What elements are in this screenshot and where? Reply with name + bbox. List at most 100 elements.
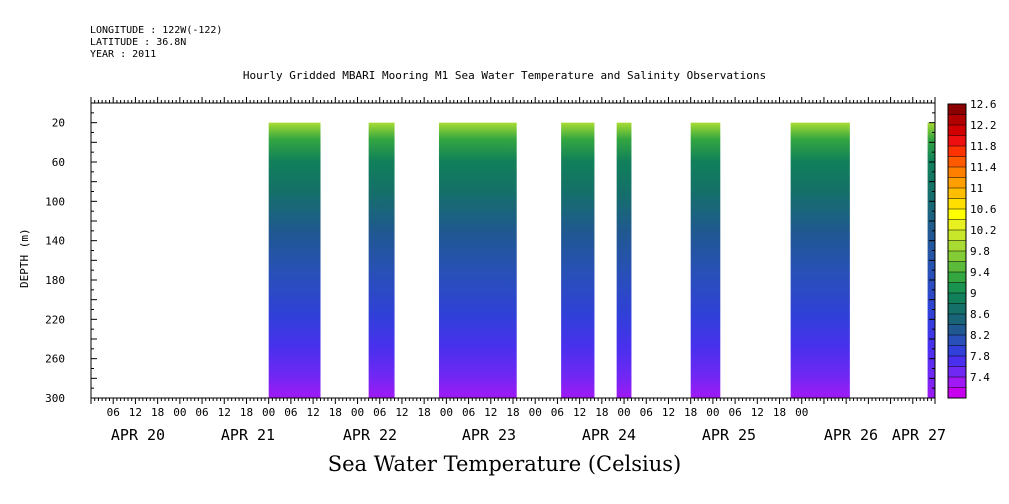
x-tick-label: 06 bbox=[551, 406, 564, 419]
colorbar-label: 7.8 bbox=[970, 350, 990, 363]
x-tick-label: 06 bbox=[373, 406, 386, 419]
x-tick-label: 12 bbox=[751, 406, 764, 419]
colorbar-swatch bbox=[948, 282, 966, 294]
x-tick-label: 18 bbox=[595, 406, 608, 419]
colorbar-swatch bbox=[948, 314, 966, 325]
colorbar-label: 12.2 bbox=[970, 119, 997, 132]
x-tick-label: 06 bbox=[284, 406, 297, 419]
colorbar-swatch bbox=[948, 293, 966, 304]
colorbar-label: 10.2 bbox=[970, 224, 997, 237]
colorbar-label: 11.8 bbox=[970, 140, 997, 153]
colorbar-swatch bbox=[948, 167, 966, 178]
data-block bbox=[368, 122, 395, 399]
colorbar-swatch bbox=[948, 377, 966, 388]
x-tick-label: 18 bbox=[240, 406, 253, 419]
colorbar-swatch bbox=[948, 387, 966, 399]
data-block bbox=[561, 122, 595, 399]
x-tick-label: 00 bbox=[440, 406, 453, 419]
x-tick-label: 06 bbox=[462, 406, 475, 419]
y-tick-label: 100 bbox=[45, 195, 65, 208]
x-tick-label: 18 bbox=[151, 406, 164, 419]
colorbar-swatch bbox=[948, 261, 966, 273]
colorbar-label: 12.6 bbox=[970, 98, 997, 111]
colorbar-label: 10.6 bbox=[970, 203, 997, 216]
y-tick-label: 260 bbox=[45, 353, 65, 366]
latitude-label: LATITUDE : 36.8N bbox=[90, 37, 187, 48]
y-axis-label: DEPTH (m) bbox=[18, 228, 31, 288]
colorbar-swatch bbox=[948, 156, 966, 168]
colorbar-swatch bbox=[948, 335, 966, 346]
colorbar-swatch bbox=[948, 125, 966, 136]
x-tick-label: 06 bbox=[640, 406, 653, 419]
x-axis-label: Sea Water Temperature (Celsius) bbox=[327, 452, 682, 476]
colorbar-label: 9 bbox=[970, 287, 977, 300]
y-tick-label: 180 bbox=[45, 274, 65, 287]
colorbar-swatch bbox=[948, 272, 966, 283]
colorbar-label: 7.4 bbox=[970, 371, 990, 384]
x-day-label: APR 25 bbox=[702, 426, 756, 444]
y-tick-label: 60 bbox=[52, 156, 65, 169]
x-tick-label: 12 bbox=[484, 406, 497, 419]
data-block bbox=[438, 122, 517, 399]
colorbar-swatch bbox=[948, 198, 966, 210]
x-tick-label: 18 bbox=[506, 406, 519, 419]
x-tick-label: 00 bbox=[706, 406, 719, 419]
x-tick-label: 00 bbox=[617, 406, 630, 419]
colorbar-swatch bbox=[948, 324, 966, 336]
colorbar-label: 11.4 bbox=[970, 161, 997, 174]
colorbar-swatch bbox=[948, 219, 966, 231]
colorbar-label: 11 bbox=[970, 182, 983, 195]
y-tick-label: 140 bbox=[45, 235, 65, 248]
x-tick-label: 06 bbox=[728, 406, 741, 419]
x-tick-label: 06 bbox=[195, 406, 208, 419]
x-day-label: APR 24 bbox=[582, 426, 636, 444]
x-tick-label: 12 bbox=[662, 406, 675, 419]
data-block bbox=[268, 122, 321, 399]
x-day-label: APR 22 bbox=[343, 426, 397, 444]
x-tick-label: 12 bbox=[573, 406, 586, 419]
chart-title: Hourly Gridded MBARI Mooring M1 Sea Wate… bbox=[242, 69, 767, 82]
x-tick-label: 18 bbox=[773, 406, 786, 419]
colorbar-swatch bbox=[948, 135, 966, 147]
y-tick-label: 300 bbox=[45, 392, 65, 405]
longitude-label: LONGITUDE : 122W(-122) bbox=[90, 25, 223, 36]
x-tick-label: 00 bbox=[262, 406, 275, 419]
y-tick-label: 220 bbox=[45, 313, 65, 326]
x-tick-label: 00 bbox=[529, 406, 542, 419]
x-tick-label: 12 bbox=[395, 406, 408, 419]
colorbar-swatch bbox=[948, 356, 966, 367]
colorbar-swatch bbox=[948, 188, 966, 199]
colorbar-swatch bbox=[948, 366, 966, 378]
x-tick-label: 18 bbox=[329, 406, 342, 419]
x-tick-label: 18 bbox=[418, 406, 431, 419]
data-block bbox=[616, 122, 632, 399]
x-tick-label: 00 bbox=[795, 406, 808, 419]
year-label: YEAR : 2011 bbox=[90, 49, 157, 60]
colorbar-swatch bbox=[948, 114, 966, 126]
x-tick-label: 12 bbox=[306, 406, 319, 419]
data-block bbox=[790, 122, 850, 399]
x-day-label: APR 26 bbox=[824, 426, 878, 444]
colorbar-swatch bbox=[948, 104, 966, 115]
colorbar-swatch bbox=[948, 177, 966, 189]
colorbar-swatch bbox=[948, 240, 966, 252]
x-day-label: APR 20 bbox=[111, 426, 165, 444]
colorbar-swatch bbox=[948, 230, 966, 241]
x-tick-label: 12 bbox=[218, 406, 231, 419]
colorbar-swatch bbox=[948, 209, 966, 220]
y-tick-label: 20 bbox=[52, 117, 65, 130]
colorbar-swatch bbox=[948, 251, 966, 262]
x-tick-label: 00 bbox=[173, 406, 186, 419]
colorbar-label: 8.2 bbox=[970, 329, 990, 342]
x-tick-label: 06 bbox=[107, 406, 120, 419]
x-tick-label: 00 bbox=[351, 406, 364, 419]
x-tick-label: 18 bbox=[684, 406, 697, 419]
x-day-label: APR 27 bbox=[892, 426, 946, 444]
data-block bbox=[690, 122, 721, 399]
colorbar-label: 9.4 bbox=[970, 266, 990, 279]
x-day-label: APR 21 bbox=[221, 426, 275, 444]
colorbar-swatch bbox=[948, 146, 966, 157]
colorbar-label: 9.8 bbox=[970, 245, 990, 258]
colorbar-swatch bbox=[948, 303, 966, 315]
